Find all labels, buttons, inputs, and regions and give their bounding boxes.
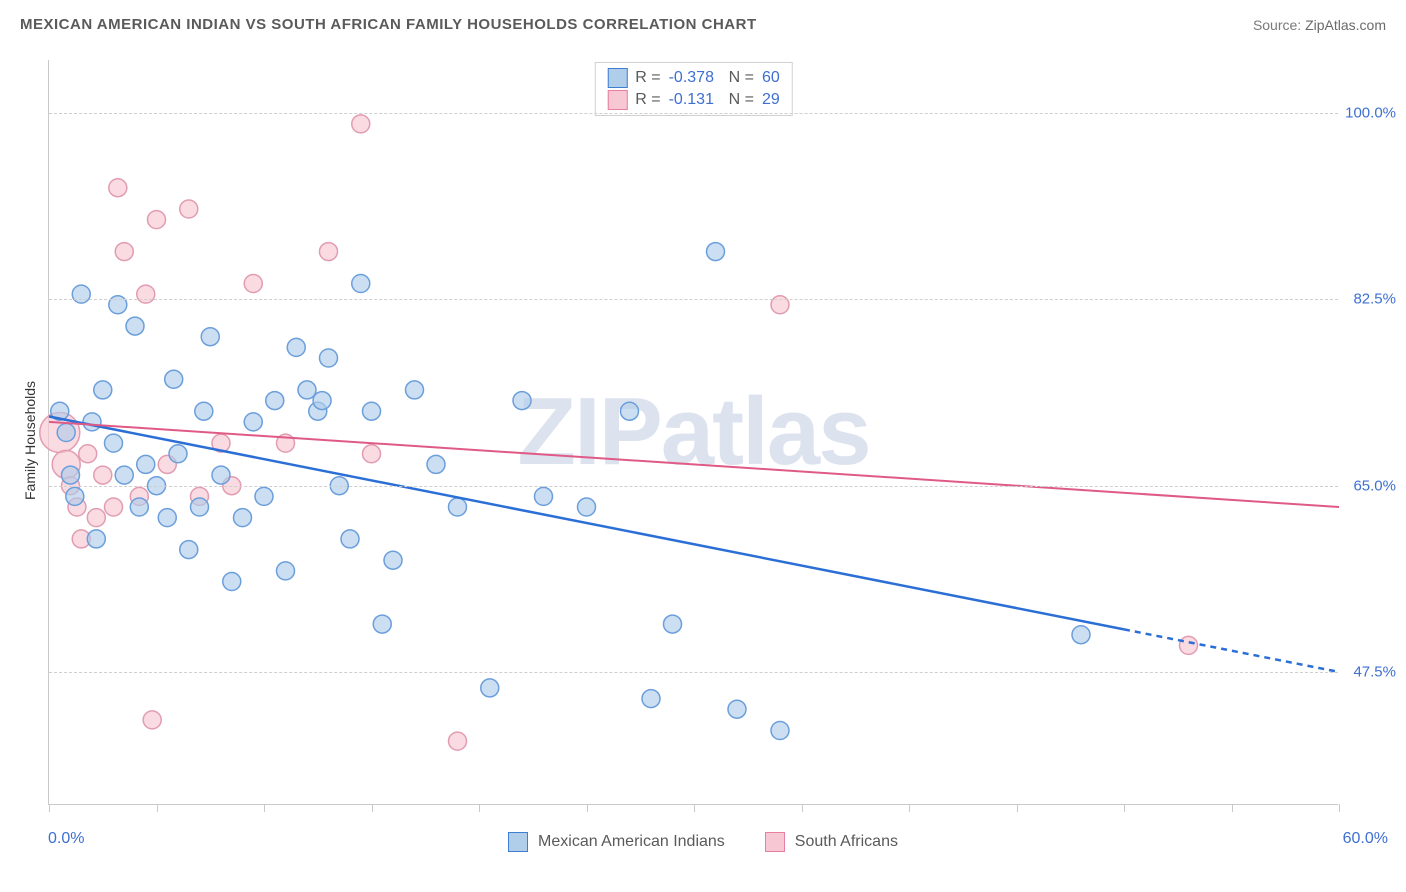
legend-n-label: N = xyxy=(729,89,754,111)
chart-svg xyxy=(49,60,1338,804)
gridline xyxy=(49,672,1338,673)
x-tick xyxy=(1232,804,1233,812)
legend-series: Mexican American Indians South Africans xyxy=(0,832,1406,852)
legend-r-value: -0.131 xyxy=(669,89,721,111)
legend-correlation-box: R = -0.378 N = 60 R = -0.131 N = 29 xyxy=(594,62,792,116)
x-tick xyxy=(264,804,265,812)
legend-swatch xyxy=(765,832,785,852)
legend-r-label: R = xyxy=(635,67,660,89)
x-tick xyxy=(1017,804,1018,812)
y-tick-label: 82.5% xyxy=(1353,291,1396,308)
legend-correlation-row: R = -0.378 N = 60 xyxy=(607,67,779,89)
legend-r-value: -0.378 xyxy=(669,67,721,89)
legend-series-item: South Africans xyxy=(765,832,898,852)
legend-n-label: N = xyxy=(729,67,754,89)
y-tick-label: 100.0% xyxy=(1345,105,1396,122)
gridline xyxy=(49,486,1338,487)
x-tick xyxy=(909,804,910,812)
legend-series-label: Mexican American Indians xyxy=(538,833,725,851)
legend-swatch xyxy=(607,68,627,88)
gridline xyxy=(49,113,1338,114)
chart-plot-area: ZIPatlas R = -0.378 N = 60 R = -0.131 N … xyxy=(48,60,1338,805)
x-tick xyxy=(1124,804,1125,812)
x-tick xyxy=(1339,804,1340,812)
y-axis-title: Family Households xyxy=(22,381,38,500)
x-tick xyxy=(479,804,480,812)
legend-n-value: 29 xyxy=(762,89,780,111)
legend-n-value: 60 xyxy=(762,67,780,89)
source-link[interactable]: ZipAtlas.com xyxy=(1305,17,1386,33)
legend-series-item: Mexican American Indians xyxy=(508,832,725,852)
x-tick xyxy=(372,804,373,812)
legend-swatch xyxy=(508,832,528,852)
gridline xyxy=(49,299,1338,300)
legend-series-label: South Africans xyxy=(795,833,898,851)
x-tick xyxy=(802,804,803,812)
legend-swatch xyxy=(607,90,627,110)
x-tick xyxy=(49,804,50,812)
x-tick xyxy=(587,804,588,812)
legend-r-label: R = xyxy=(635,89,660,111)
x-tick xyxy=(157,804,158,812)
x-tick xyxy=(694,804,695,812)
chart-title: MEXICAN AMERICAN INDIAN VS SOUTH AFRICAN… xyxy=(20,16,757,33)
source-attribution: Source: ZipAtlas.com xyxy=(1253,17,1386,33)
source-prefix: Source: xyxy=(1253,17,1305,33)
y-tick-label: 47.5% xyxy=(1353,663,1396,680)
y-tick-label: 65.0% xyxy=(1353,477,1396,494)
legend-correlation-row: R = -0.131 N = 29 xyxy=(607,89,779,111)
